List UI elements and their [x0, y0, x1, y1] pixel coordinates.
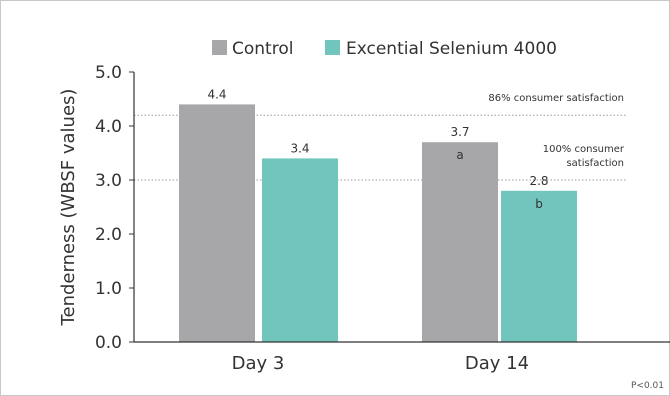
- bar: [501, 190, 577, 342]
- y-tick-label: 3.0: [95, 171, 122, 191]
- y-tick-label: 5.0: [95, 63, 122, 83]
- y-tick-label: 0.0: [95, 333, 122, 353]
- bar: [422, 142, 498, 342]
- legend-swatch: [212, 40, 227, 55]
- legend-swatch: [325, 40, 340, 55]
- legend-label: Excential Selenium 4000: [346, 39, 557, 59]
- y-axis-label: Tenderness (WBSF values): [58, 89, 79, 327]
- x-category-label: Day 3: [232, 353, 285, 374]
- significance-letter: a: [456, 148, 463, 162]
- bar: [262, 158, 338, 342]
- bar: [179, 104, 255, 343]
- significance-letter: b: [535, 197, 543, 211]
- y-tick-label: 4.0: [95, 117, 122, 137]
- data-label: 3.4: [290, 141, 309, 155]
- data-label: 3.7: [450, 125, 469, 139]
- data-label: 4.4: [207, 87, 226, 101]
- x-category-label: Day 14: [465, 353, 529, 374]
- reference-line-label: 100% consumer: [543, 144, 625, 155]
- y-tick-label: 2.0: [95, 225, 122, 245]
- reference-line-label: 86% consumer satisfaction: [488, 93, 624, 104]
- data-label: 2.8: [529, 174, 548, 188]
- reference-line-label: satisfaction: [566, 158, 624, 169]
- y-tick-label: 1.0: [95, 279, 122, 299]
- footnote: P<0.01: [631, 381, 664, 391]
- legend-label: Control: [232, 39, 293, 59]
